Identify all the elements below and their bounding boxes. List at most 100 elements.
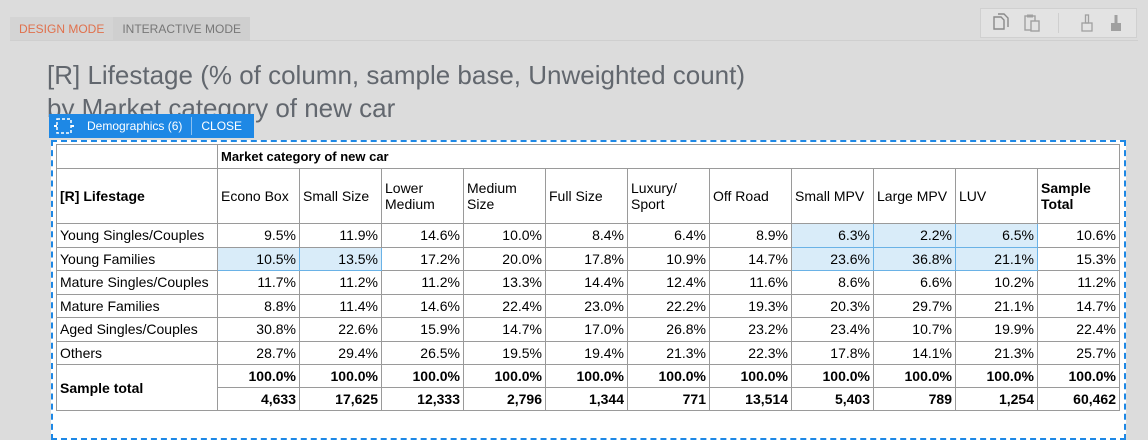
table-cell[interactable]: 19.5% — [463, 340, 546, 365]
table-cell[interactable]: 14.1% — [873, 340, 956, 365]
table-cell[interactable]: 21.3% — [955, 340, 1038, 365]
table-cell[interactable]: 23.6% — [791, 246, 874, 271]
table-cell[interactable]: 36.8% — [873, 246, 956, 271]
total-count-cell[interactable]: 2,796 — [463, 387, 546, 411]
column-header[interactable]: Sample Total — [1037, 168, 1120, 224]
total-percent-cell[interactable]: 100.0% — [545, 364, 628, 388]
total-percent-cell[interactable]: 100.0% — [217, 364, 300, 388]
column-header[interactable]: Luxury/ Sport — [627, 168, 710, 224]
table-cell[interactable]: 6.3% — [791, 223, 874, 248]
table-cell[interactable]: 26.8% — [627, 317, 710, 342]
total-percent-cell[interactable]: 100.0% — [1037, 364, 1120, 388]
table-cell[interactable]: 13.3% — [463, 270, 546, 295]
table-cell[interactable]: 26.5% — [381, 340, 464, 365]
total-count-cell[interactable]: 1,344 — [545, 387, 628, 411]
table-cell[interactable]: 20.3% — [791, 293, 874, 318]
table-cell[interactable]: 17.8% — [791, 340, 874, 365]
table-cell[interactable]: 6.6% — [873, 270, 956, 295]
table-cell[interactable]: 6.4% — [627, 223, 710, 248]
tab-interactive-mode[interactable]: INTERACTIVE MODE — [113, 17, 251, 41]
row-header-title[interactable]: [R] Lifestage — [56, 168, 218, 224]
total-count-cell[interactable]: 12,333 — [381, 387, 464, 411]
table-cell[interactable]: 17.2% — [381, 246, 464, 271]
table-cell[interactable]: 29.7% — [873, 293, 956, 318]
table-cell[interactable]: 15.9% — [381, 317, 464, 342]
table-cell[interactable]: 10.0% — [463, 223, 546, 248]
table-cell[interactable]: 15.3% — [1037, 246, 1120, 271]
row-label[interactable]: Aged Singles/Couples — [56, 317, 218, 342]
total-count-cell[interactable]: 13,514 — [709, 387, 792, 411]
row-label[interactable]: Mature Singles/Couples — [56, 270, 218, 295]
total-percent-cell[interactable]: 100.0% — [791, 364, 874, 388]
table-cell[interactable]: 11.9% — [299, 223, 382, 248]
table-cell[interactable]: 20.0% — [463, 246, 546, 271]
brush-filled-icon[interactable] — [1106, 13, 1126, 33]
total-percent-cell[interactable]: 100.0% — [299, 364, 382, 388]
total-count-cell[interactable]: 771 — [627, 387, 710, 411]
table-cell[interactable]: 23.4% — [791, 317, 874, 342]
total-count-cell[interactable]: 789 — [873, 387, 956, 411]
row-label[interactable]: Others — [56, 340, 218, 365]
table-cell[interactable]: 6.5% — [955, 223, 1038, 248]
table-cell[interactable]: 10.7% — [873, 317, 956, 342]
column-header[interactable]: Large MPV — [873, 168, 956, 224]
table-cell[interactable]: 2.2% — [873, 223, 956, 248]
table-cell[interactable]: 19.3% — [709, 293, 792, 318]
brush-outline-icon[interactable] — [1077, 13, 1097, 33]
table-cell[interactable]: 11.6% — [709, 270, 792, 295]
copy-icon[interactable] — [991, 13, 1011, 33]
column-group-header[interactable]: Market category of new car — [217, 144, 1120, 169]
row-label[interactable]: Young Families — [56, 246, 218, 271]
table-cell[interactable]: 14.6% — [381, 223, 464, 248]
table-cell[interactable]: 28.7% — [217, 340, 300, 365]
table-cell[interactable]: 19.9% — [955, 317, 1038, 342]
table-cell[interactable]: 9.5% — [217, 223, 300, 248]
total-count-cell[interactable]: 1,254 — [955, 387, 1038, 411]
table-cell[interactable]: 8.8% — [217, 293, 300, 318]
table-cell[interactable]: 11.2% — [299, 270, 382, 295]
total-percent-cell[interactable]: 100.0% — [709, 364, 792, 388]
table-cell[interactable]: 22.3% — [709, 340, 792, 365]
tab-design-mode[interactable]: DESIGN MODE — [10, 17, 114, 41]
table-cell[interactable]: 22.6% — [299, 317, 382, 342]
column-header[interactable]: Medium Size — [463, 168, 546, 224]
table-cell[interactable]: 10.2% — [955, 270, 1038, 295]
table-cell[interactable]: 21.1% — [955, 293, 1038, 318]
total-percent-cell[interactable]: 100.0% — [627, 364, 710, 388]
table-cell[interactable]: 29.4% — [299, 340, 382, 365]
table-cell[interactable]: 8.9% — [709, 223, 792, 248]
table-cell[interactable]: 25.7% — [1037, 340, 1120, 365]
table-cell[interactable]: 30.8% — [217, 317, 300, 342]
total-count-cell[interactable]: 4,633 — [217, 387, 300, 411]
table-cell[interactable]: 17.0% — [545, 317, 628, 342]
table-cell[interactable]: 21.3% — [627, 340, 710, 365]
column-header[interactable]: Small MPV — [791, 168, 874, 224]
table-cell[interactable]: 13.5% — [299, 246, 382, 271]
total-count-cell[interactable]: 5,403 — [791, 387, 874, 411]
table-cell[interactable]: 22.4% — [463, 293, 546, 318]
total-percent-cell[interactable]: 100.0% — [463, 364, 546, 388]
total-count-cell[interactable]: 17,625 — [299, 387, 382, 411]
table-cell[interactable]: 10.6% — [1037, 223, 1120, 248]
paste-icon[interactable] — [1022, 13, 1042, 33]
table-cell[interactable]: 10.9% — [627, 246, 710, 271]
table-cell[interactable]: 14.6% — [381, 293, 464, 318]
total-count-cell[interactable]: 60,462 — [1037, 387, 1120, 411]
total-label[interactable]: Sample total — [56, 364, 218, 411]
table-cell[interactable]: 12.4% — [627, 270, 710, 295]
table-cell[interactable]: 11.2% — [1037, 270, 1120, 295]
select-frame-icon[interactable] — [49, 114, 79, 138]
column-header[interactable]: Full Size — [545, 168, 628, 224]
table-cell[interactable]: 10.5% — [217, 246, 300, 271]
table-cell[interactable]: 21.1% — [955, 246, 1038, 271]
table-cell[interactable]: 11.7% — [217, 270, 300, 295]
table-cell[interactable]: 11.2% — [381, 270, 464, 295]
column-header[interactable]: Lower Medium — [381, 168, 464, 224]
table-cell[interactable]: 23.0% — [545, 293, 628, 318]
column-header[interactable]: Econo Box — [217, 168, 300, 224]
table-cell[interactable]: 22.2% — [627, 293, 710, 318]
table-cell[interactable]: 19.4% — [545, 340, 628, 365]
row-label[interactable]: Mature Families — [56, 293, 218, 318]
table-cell[interactable]: 22.4% — [1037, 317, 1120, 342]
total-percent-cell[interactable]: 100.0% — [955, 364, 1038, 388]
